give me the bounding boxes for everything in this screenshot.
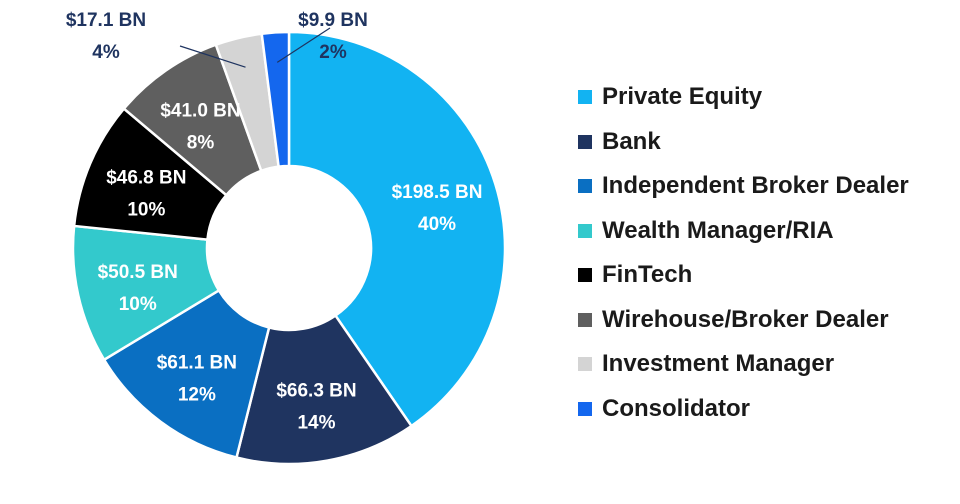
- legend-swatch: [578, 223, 592, 238]
- leader-line-investment-manager: [179, 45, 246, 68]
- slice-amount-independent-broker-dealer: $61.1 BN: [157, 353, 237, 374]
- legend-label: FinTech: [602, 261, 693, 289]
- slice-percent-wealth-manager-ria: 10%: [119, 294, 157, 315]
- slice-percent-bank: 14%: [297, 413, 335, 434]
- slice-percent-consolidator: 2%: [319, 42, 347, 63]
- legend-item-private-equity: Private Equity: [578, 75, 909, 120]
- chart-legend: Private Equity Bank Independent Broker Dea…: [578, 75, 909, 431]
- legend-label: Independent Broker Dealer: [602, 172, 909, 200]
- slice-amount-bank: $66.3 BN: [276, 381, 356, 402]
- slice-labels: $198.5 BN 40% $66.3 BN 14% $61.1 BN 12% $50.5 …: [66, 10, 483, 434]
- slice-bank: [234, 313, 414, 466]
- donut-slices: [71, 30, 507, 466]
- legend-label: Wealth Manager/RIA: [602, 216, 834, 244]
- legend-item-investment-manager: Investment Manager: [578, 342, 909, 387]
- legend-label: Wirehouse/Broker Dealer: [602, 305, 889, 333]
- slice-amount-consolidator: $9.9 BN: [298, 10, 368, 31]
- slice-consolidator: [260, 30, 291, 169]
- slice-percent-wirehouse-broker-dealer: 8%: [187, 133, 215, 154]
- slice-amount-wirehouse-broker-dealer: $41.0 BN: [160, 101, 240, 122]
- legend-swatch: [578, 179, 592, 194]
- legend-item-wealth-manager-ria: Wealth Manager/RIA: [578, 209, 909, 254]
- legend-label: Bank: [602, 127, 661, 155]
- legend-swatch: [578, 90, 592, 105]
- slice-amount-investment-manager: $17.1 BN: [66, 10, 146, 31]
- legend-swatch: [578, 268, 592, 283]
- legend-label: Consolidator: [602, 394, 750, 422]
- slice-amount-fintech: $46.8 BN: [106, 167, 186, 188]
- legend-item-wirehouse-broker-dealer: Wirehouse/Broker Dealer: [578, 298, 909, 343]
- slice-independent-broker-dealer: [102, 288, 271, 460]
- slice-percent-investment-manager: 4%: [92, 42, 120, 63]
- slice-private-equity: [287, 30, 507, 428]
- leader-line-consolidator: [276, 27, 331, 63]
- slice-percent-fintech: 10%: [127, 199, 165, 220]
- slice-percent-private-equity: 40%: [418, 214, 456, 235]
- slice-amount-private-equity: $198.5 BN: [392, 182, 483, 203]
- legend-swatch: [578, 134, 592, 149]
- legend-swatch: [578, 357, 592, 372]
- legend-item-consolidator: Consolidator: [578, 387, 909, 432]
- slice-percent-independent-broker-dealer: 12%: [178, 385, 216, 406]
- legend-item-fintech: FinTech: [578, 253, 909, 298]
- legend-label: Private Equity: [602, 83, 763, 111]
- legend-label: Investment Manager: [602, 350, 835, 378]
- leader-lines: [179, 27, 331, 68]
- legend-swatch: [578, 401, 592, 416]
- legend-swatch: [578, 312, 592, 327]
- legend-item-independent-broker-dealer: Independent Broker Dealer: [578, 164, 909, 209]
- slice-amount-wealth-manager-ria: $50.5 BN: [98, 262, 178, 283]
- legend-item-bank: Bank: [578, 120, 909, 165]
